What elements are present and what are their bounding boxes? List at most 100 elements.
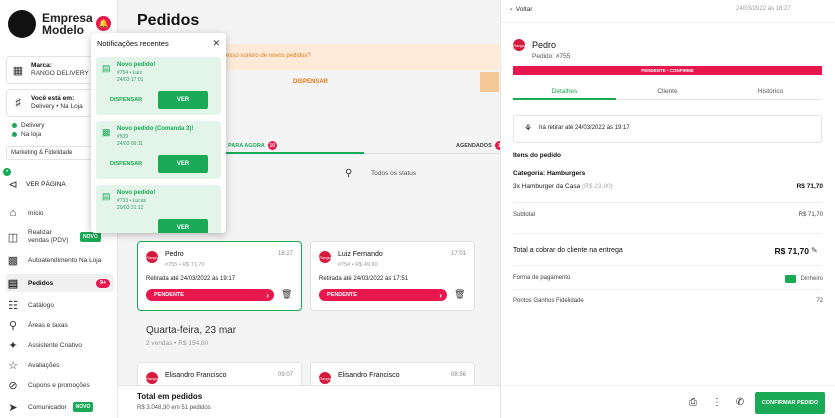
points-value: 72 [816,298,823,304]
qr-icon: ▩ [102,127,111,137]
detail-status-banner: PENDENTE • CONFIRME [513,66,822,75]
payment-value: Dinheiro [784,275,823,283]
nav-item-assistente[interactable]: ✦ Assistente Criativo [6,336,114,354]
notification-detail: #754 • Luiz 24/03 17:01 [117,70,143,84]
item-total-price: R$ 71,70 [796,183,823,190]
items-heading: Itens do pedido [513,152,562,159]
active-tab-indicator [513,98,616,100]
item-name: 3x Hamburger da Casa [513,183,581,190]
notification-line: #539 [117,134,129,140]
whatsapp-icon[interactable]: ✆ [735,397,745,408]
home-icon: ⌂ [9,207,17,219]
notification-item: ▤ Novo pedido! #754 • Luiz 24/03 17:01 DI… [96,57,221,115]
orders-footer [118,385,500,418]
catalog-icon: ☷ [8,299,18,312]
search-icon[interactable]: ⚲ [345,168,353,179]
order-status-button[interactable]: PENDENTE › [319,289,447,301]
nav-item-catalogo[interactable]: ☷ Catálogo [6,296,114,314]
close-icon[interactable]: ✕ [212,38,220,48]
nav-label: Realizar vendas (PDV) [28,229,69,244]
customer-avatar: Rango [146,251,158,263]
coupon-icon: ⊘ [8,379,18,392]
detail-order-number: Pedido: #755 [532,53,571,60]
nav-item-areas[interactable]: ⚲ Áreas e taxas [6,316,114,334]
nav-label: Pedidos [28,279,54,287]
order-customer-name: Pedro [165,251,184,258]
banner-text: esso sonoro de novos pedidos? [226,53,311,59]
customer-avatar: Rango [146,372,158,384]
nav-label: Autoatendimento Na Loja [28,256,102,264]
pickup-text: Irá retirar até 24/03/2022 às 19:17 [539,125,630,131]
notification-title: Novo pedido! [117,62,156,68]
nav-item-autoatendimento[interactable]: ▩ Autoatendimento Na Loja [6,251,114,269]
status-delivery-label: Delivery [21,122,45,129]
tab-detalhes[interactable]: Detalhes [551,88,578,95]
order-pickup: Retirada até 24/03/2022 às 17:51 [319,276,409,282]
notification-line: #733 • Lucas [117,198,146,204]
status-dot [12,123,17,128]
order-summary: #754 • R$ 49,90 [338,262,378,268]
banner-action-button[interactable] [480,72,499,92]
order-card[interactable]: Rango Luiz Fernando #754 • R$ 49,90 17:0… [310,241,475,311]
order-detail-panel [500,0,835,418]
back-label: Voltar [515,6,533,13]
day-heading: Quarta-feira, 23 mar [146,325,237,336]
tab-label: AGENDADOS [456,142,492,149]
divider [513,233,822,234]
order-status-label: PENDENTE [327,292,357,298]
trash-icon[interactable]: 🗑 [454,289,466,299]
total-value: R$ 71,70 [774,246,810,256]
notification-detail: #733 • Lucas 20/03 21:12 [117,198,146,212]
order-status-label: PENDENTE [154,292,184,298]
order-time: 08:56 [450,372,466,378]
view-page-link[interactable]: ⊲ VER PÁGINA [6,177,65,191]
tab-agendados[interactable]: AGENDADOS1 [456,141,504,150]
detail-footer-divider [500,385,835,386]
order-summary: #755 • R$ 71,70 [165,262,205,268]
notification-view-button[interactable]: VER [158,91,208,109]
brand[interactable]: Empresa Modelo [8,10,93,38]
notification-view-button[interactable]: VER [158,219,208,233]
divider [513,265,822,266]
page-title: Pedidos [137,12,200,29]
order-card[interactable]: Rango Pedro #755 • R$ 71,70 18:27 Retira… [137,241,302,311]
edit-icon[interactable]: ✎ [811,246,818,255]
nav-item-cupons[interactable]: ⊘ Cupons e promoções [6,376,114,394]
trash-icon[interactable]: 🗑 [281,289,293,299]
notification-dismiss-button[interactable]: DISPENSAR [110,97,143,103]
nav-label: Catálogo [28,301,55,309]
nav-item-avaliacoes[interactable]: ☆ Avaliações [6,356,114,374]
tab-cliente[interactable]: Cliente [657,88,678,95]
nav-item-pdv[interactable]: ◫ Realizar vendas (PDV) NOVO [6,228,114,246]
order-customer-name: Luiz Fernando [338,251,383,258]
back-button[interactable]: ‹ Voltar [510,6,533,13]
more-options-icon[interactable]: ⋮ [712,397,722,408]
order-time: 09:07 [277,372,293,378]
confirm-order-button[interactable]: CONFIRMAR PEDIDO [755,392,825,414]
tab-para-agora[interactable]: PARA AGORA 10 [228,141,277,150]
banner-dismiss-button[interactable]: DISPENSAR [293,79,329,85]
chevron-right-icon: › [439,290,442,300]
status-filter-select[interactable]: Todos os status [371,170,417,177]
nav-label: Cupons e promoções [28,381,90,389]
notifications-bell-icon[interactable]: 🔔 [96,16,111,31]
nav-item-comunicador[interactable]: ➤ Comunicador NOVO [6,398,114,416]
receipt-icon: ▤ [102,63,111,73]
nav-label: Áreas e taxas [28,321,68,329]
notification-item: ▤ Novo pedido! #733 • Lucas 20/03 21:12 V… [96,185,221,233]
printer-icon[interactable]: ⎙ [689,397,697,408]
notification-title: Novo pedido (Comanda 3)! [117,126,194,132]
nav-item-pedidos[interactable]: ▤ Pedidos 9+ [6,274,114,292]
order-status-button[interactable]: PENDENTE › [146,289,274,301]
location-label: Você está em: [31,95,75,102]
nav-label: Início [28,209,44,217]
tab-historico[interactable]: Histórico [757,88,784,95]
chevron-right-icon: › [266,290,269,300]
nav-label: Comunicador [28,403,67,411]
location-value: Delivery • Na Loja [31,103,83,110]
payment-method: Dinheiro [800,276,823,282]
nav-item-inicio[interactable]: ⌂ Início [6,204,114,222]
orders-total-summary: R$ 3.048,30 em 51 pedidos [137,405,211,411]
notification-dismiss-button[interactable]: DISPENSAR [110,161,143,167]
notification-view-button[interactable]: VER [158,155,208,173]
